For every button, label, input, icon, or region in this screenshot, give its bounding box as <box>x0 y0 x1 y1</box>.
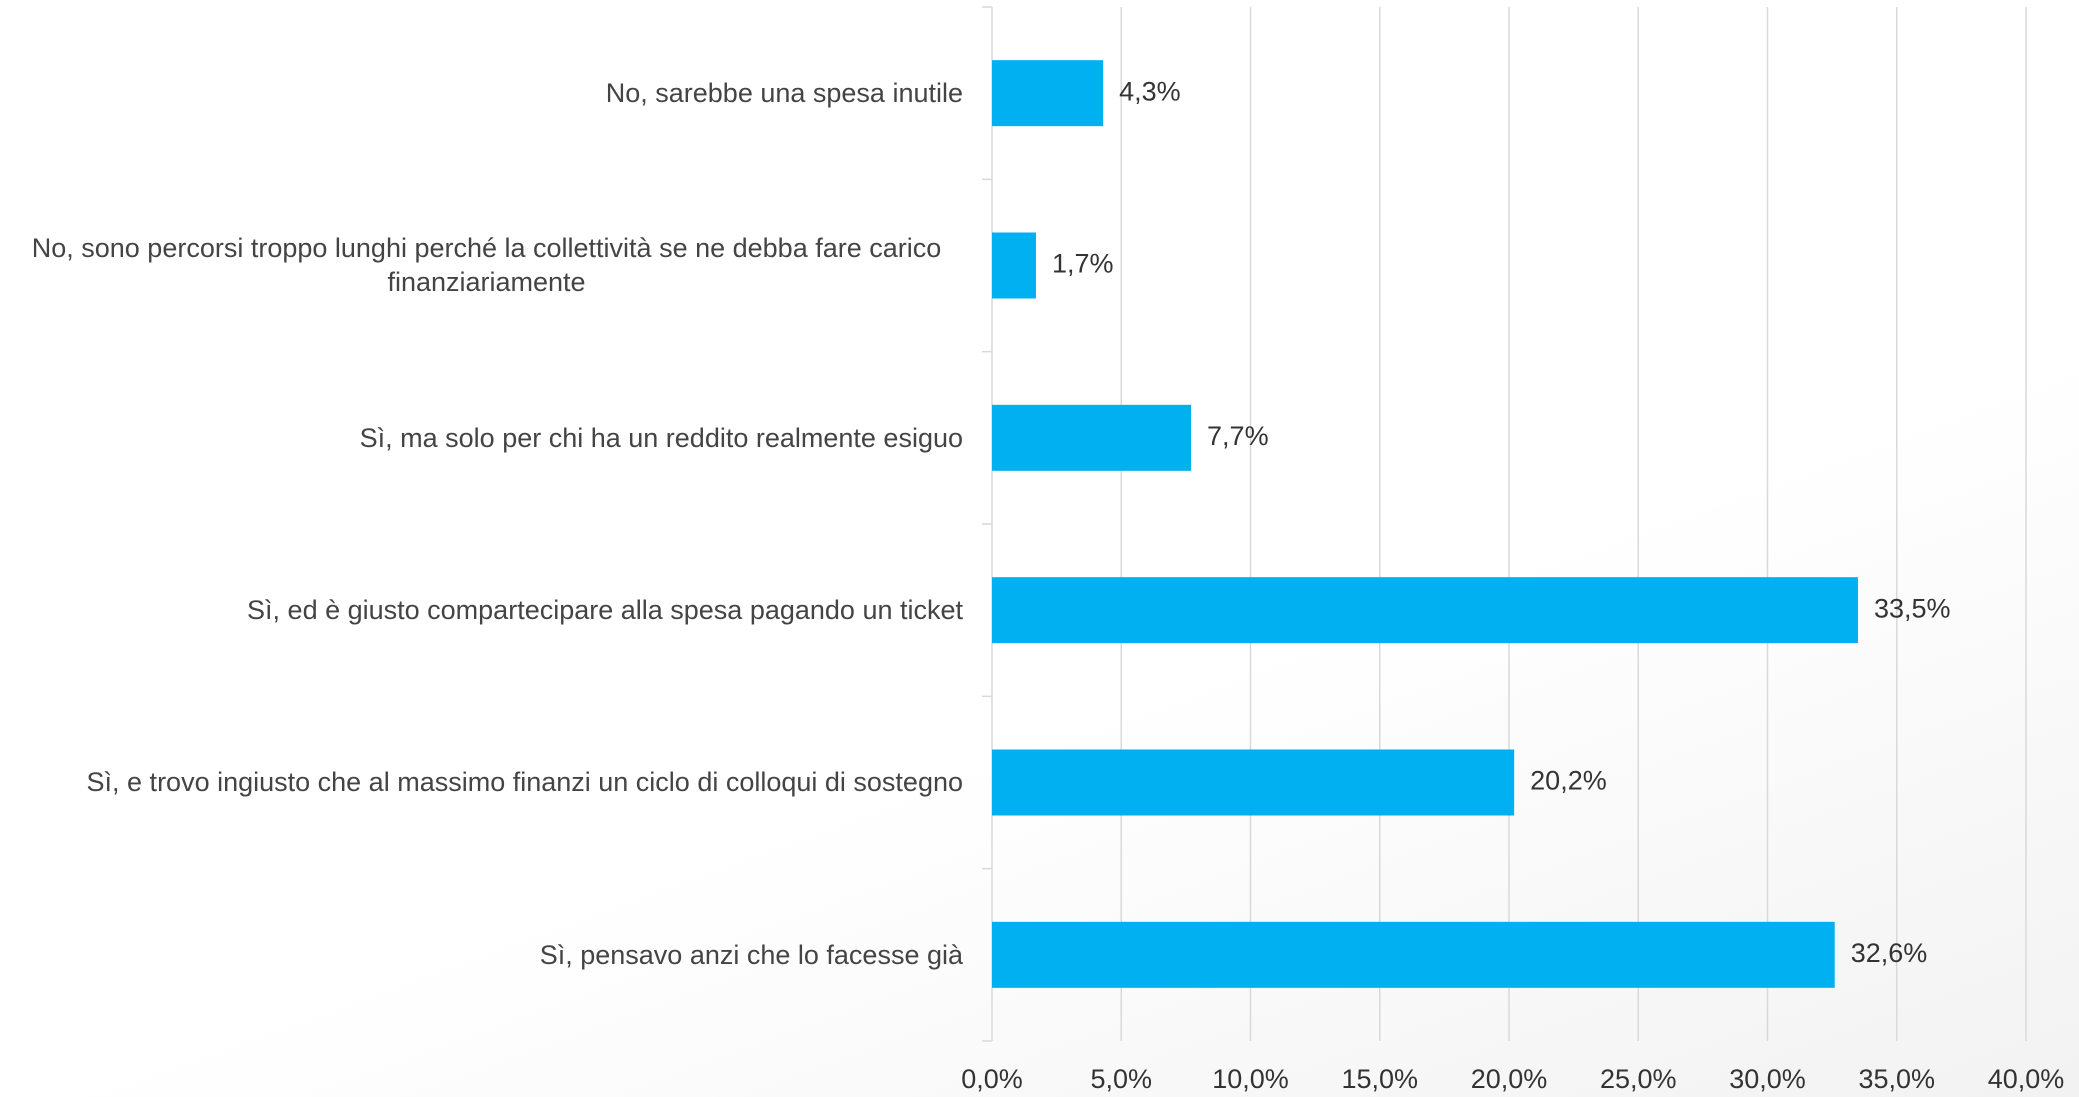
value-label: 4,3% <box>1119 76 1181 106</box>
category-label: No, sono percorsi troppo lunghi perché l… <box>10 179 963 351</box>
x-tick-label: 25,0% <box>1600 1064 1677 1094</box>
category-text: Sì, ma solo per chi ha un reddito realme… <box>359 422 963 453</box>
category-text: Sì, pensavo anzi che lo facesse già <box>539 939 963 970</box>
bar <box>992 749 1515 816</box>
bar <box>992 577 1858 644</box>
category-text: No, sarebbe una spesa inutile <box>605 78 963 109</box>
bar <box>992 60 1104 127</box>
bar <box>992 921 1835 988</box>
category-label: Sì, e trovo ingiusto che al massimo fina… <box>10 696 963 868</box>
value-label: 32,6% <box>1851 938 1928 968</box>
x-tick-label: 30,0% <box>1729 1064 1806 1094</box>
x-tick-label: 10,0% <box>1212 1064 1289 1094</box>
category-text: Sì, ed è giusto compartecipare alla spes… <box>247 595 963 626</box>
x-tick-label: 35,0% <box>1858 1064 1935 1094</box>
value-label: 20,2% <box>1530 766 1607 796</box>
category-label: Sì, pensavo anzi che lo facesse già <box>10 869 963 1041</box>
bar <box>992 404 1192 471</box>
bar <box>992 232 1036 299</box>
value-label: 1,7% <box>1052 249 1114 279</box>
category-text: Sì, e trovo ingiusto che al massimo fina… <box>86 767 963 798</box>
x-tick-label: 15,0% <box>1341 1064 1418 1094</box>
category-label: No, sarebbe una spesa inutile <box>10 7 963 179</box>
value-label: 33,5% <box>1874 593 1951 623</box>
x-tick-label: 5,0% <box>1090 1064 1152 1094</box>
value-label: 7,7% <box>1207 421 1269 451</box>
x-tick-label: 20,0% <box>1471 1064 1548 1094</box>
category-text: No, sono percorsi troppo lunghi perché l… <box>31 233 942 298</box>
category-label: Sì, ed è giusto compartecipare alla spes… <box>10 524 963 696</box>
x-tick-label: 40,0% <box>1988 1064 2065 1094</box>
x-tick-label: 0,0% <box>961 1064 1023 1094</box>
category-label: Sì, ma solo per chi ha un reddito realme… <box>10 352 963 524</box>
